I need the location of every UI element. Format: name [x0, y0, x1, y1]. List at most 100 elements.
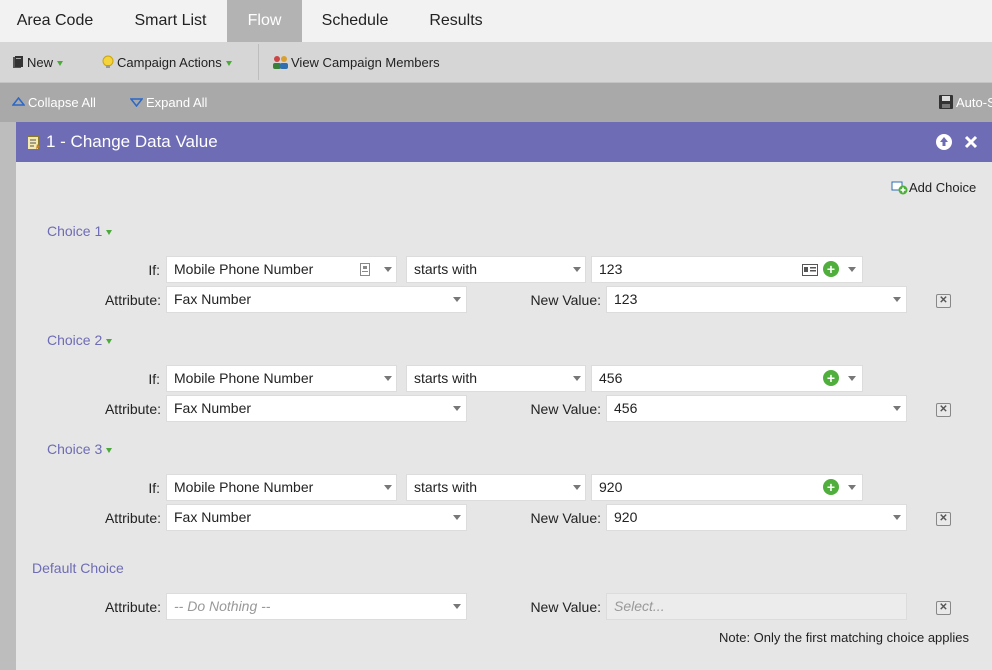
chevron-down-icon	[453, 406, 461, 411]
auto-save-label: Auto-S	[956, 95, 992, 110]
lightbulb-icon	[102, 55, 114, 68]
collapse-all-button[interactable]: Collapse All	[11, 83, 96, 122]
choice-1-toggle[interactable]: Choice 1	[47, 223, 113, 239]
delete-choice-3-button[interactable]: ✕	[936, 512, 951, 526]
expand-all-button[interactable]: Expand All	[129, 83, 208, 122]
choice-2-toggle[interactable]: Choice 2	[47, 332, 113, 348]
chevron-down-icon	[848, 267, 856, 272]
chevron-down-icon	[384, 485, 392, 490]
save-icon	[939, 95, 953, 109]
tab-area-code[interactable]: Area Code	[16, 12, 94, 29]
choice-1-operator-select[interactable]: starts with	[406, 256, 586, 283]
chevron-down-icon	[573, 485, 581, 490]
collapse-all-label: Collapse All	[28, 95, 96, 110]
choice-3-attribute-select[interactable]: Fax Number	[166, 504, 467, 531]
chevron-down-icon	[573, 376, 581, 381]
choice-3-operator-value: starts with	[414, 479, 478, 495]
collapse-expand-bar: Collapse All Expand All Auto-S	[0, 83, 992, 122]
tab-smart-list[interactable]: Smart List	[134, 12, 207, 29]
choice-2-attribute-value: Fax Number	[174, 400, 252, 416]
choice-1-attribute-value: Fax Number	[174, 291, 252, 307]
choice-1-field-select[interactable]: Mobile Phone Number	[166, 256, 397, 283]
choice-2-label: Choice 2	[47, 332, 103, 348]
add-choice-button[interactable]: Add Choice	[891, 179, 976, 195]
attribute-label: Attribute:	[104, 510, 161, 526]
choice-3-value-text: 920	[599, 479, 623, 495]
choice-3-value-field[interactable]: 920 +	[591, 474, 863, 501]
tab-results[interactable]: Results	[429, 12, 483, 29]
choice-3-attribute-value: Fax Number	[174, 509, 252, 525]
add-value-icon[interactable]: +	[823, 479, 839, 495]
attribute-label: Attribute:	[104, 401, 161, 417]
delete-choice-1-button[interactable]: ✕	[936, 294, 951, 308]
new-value-label: New Value:	[530, 599, 601, 615]
token-icon[interactable]	[802, 264, 818, 276]
chevron-down-icon	[106, 338, 113, 344]
chevron-down-icon	[453, 515, 461, 520]
choice-1-operator-value: starts with	[414, 261, 478, 277]
new-menu-button[interactable]: New	[12, 42, 64, 83]
expand-all-label: Expand All	[146, 95, 208, 110]
choice-3-toggle[interactable]: Choice 3	[47, 441, 113, 457]
add-value-icon[interactable]: +	[823, 261, 839, 277]
default-choice-label: Default Choice	[32, 560, 124, 576]
choice-2-value-text: 456	[599, 370, 623, 386]
default-attribute-select[interactable]: -- Do Nothing --	[166, 593, 467, 620]
delete-choice-2-button[interactable]: ✕	[936, 403, 951, 417]
choice-2-attribute-select[interactable]: Fax Number	[166, 395, 467, 422]
add-choice-icon	[891, 181, 908, 195]
toolbar-divider	[258, 44, 259, 80]
default-attribute-value: -- Do Nothing --	[174, 598, 271, 614]
choice-2-value-field[interactable]: 456 +	[591, 365, 863, 392]
choice-2-new-value-select[interactable]: 456	[606, 395, 907, 422]
choice-2-field-select[interactable]: Mobile Phone Number	[166, 365, 397, 392]
auto-save-indicator[interactable]: Auto-S	[938, 83, 992, 122]
view-campaign-members-button[interactable]: View Campaign Members	[272, 42, 440, 83]
choice-1-new-value-select[interactable]: 123	[606, 286, 907, 313]
new-label: New	[27, 55, 54, 70]
collapse-icon	[11, 96, 26, 106]
choice-1-value-field[interactable]: 123 +	[591, 256, 863, 283]
campaign-actions-label: Campaign Actions	[117, 55, 222, 70]
note-text: Note: Only the first matching choice app…	[719, 630, 970, 645]
chevron-down-icon	[893, 515, 901, 520]
chevron-down-icon	[573, 267, 581, 272]
campaign-actions-button[interactable]: Campaign Actions	[102, 42, 232, 83]
choice-3-field-value: Mobile Phone Number	[174, 479, 314, 495]
chevron-down-icon	[106, 447, 113, 453]
choice-3-new-value-text: 920	[614, 509, 638, 525]
tab-flow[interactable]: Flow	[227, 0, 302, 42]
flow-step-panel: 1 - Change Data Value Add Choice Choice …	[16, 122, 992, 670]
choice-3-new-value-select[interactable]: 920	[606, 504, 907, 531]
attribute-label: Attribute:	[104, 599, 161, 615]
add-value-icon[interactable]: +	[823, 370, 839, 386]
choice-3-operator-select[interactable]: starts with	[406, 474, 586, 501]
flow-step-title: 1 - Change Data Value	[46, 132, 218, 151]
chevron-down-icon	[106, 229, 113, 235]
dropdown-arrow-icon	[225, 61, 232, 67]
choice-2-operator-value: starts with	[414, 370, 478, 386]
close-icon[interactable]	[964, 135, 978, 149]
chevron-down-icon	[848, 376, 856, 381]
add-choice-label: Add Choice	[909, 180, 977, 195]
choice-1-attribute-select[interactable]: Fax Number	[166, 286, 467, 313]
tab-bar: Area Code Smart List Flow Schedule Resul…	[0, 0, 992, 42]
move-up-icon[interactable]	[936, 134, 952, 150]
expand-icon	[129, 98, 144, 108]
choice-3-field-select[interactable]: Mobile Phone Number	[166, 474, 397, 501]
choice-2-field-value: Mobile Phone Number	[174, 370, 314, 386]
chevron-down-icon	[384, 376, 392, 381]
field-info-icon	[360, 263, 370, 276]
change-data-value-icon	[27, 136, 40, 150]
new-value-label: New Value:	[530, 510, 601, 526]
tab-schedule[interactable]: Schedule	[321, 12, 389, 29]
people-icon	[273, 56, 288, 69]
view-campaign-members-label: View Campaign Members	[291, 55, 440, 70]
default-new-value-select[interactable]: Select...	[606, 593, 907, 620]
choice-1-value-text: 123	[599, 261, 623, 277]
choice-3-label: Choice 3	[47, 441, 103, 457]
delete-default-choice-button[interactable]: ✕	[936, 601, 951, 615]
choice-2-operator-select[interactable]: starts with	[406, 365, 586, 392]
chevron-down-icon	[893, 297, 901, 302]
chevron-down-icon	[848, 485, 856, 490]
